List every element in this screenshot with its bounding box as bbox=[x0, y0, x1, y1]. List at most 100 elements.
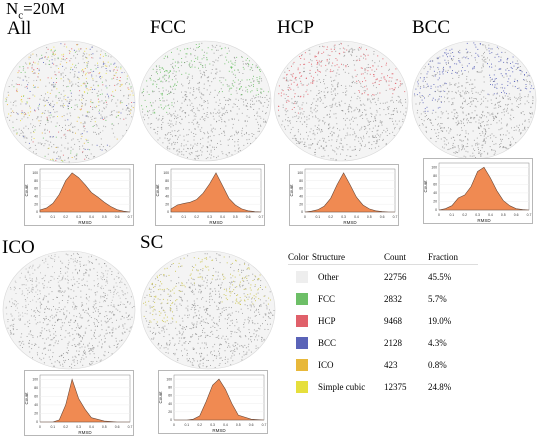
y-axis-label: Count bbox=[158, 391, 163, 404]
histogram-bcc: 0 0.1 0.2 0.3 0.4 0.5 0.6 0.7 0 20 40 60 80 100 RMSD Co… bbox=[423, 158, 533, 224]
x-tick-label: 0.5 bbox=[102, 425, 107, 429]
y-tick-label: 20 bbox=[433, 200, 437, 204]
x-tick-label: 0 bbox=[170, 215, 172, 219]
y-tick-label: 0 bbox=[36, 420, 38, 424]
y-axis-label: Count bbox=[289, 184, 294, 197]
x-tick-label: 0.6 bbox=[115, 425, 120, 429]
x-tick-label: 0.3 bbox=[76, 425, 81, 429]
color-swatch bbox=[296, 315, 308, 327]
y-tick-label: 80 bbox=[165, 179, 169, 183]
fraction-cell: 5.7% bbox=[428, 294, 447, 304]
x-tick-label: 0.1 bbox=[184, 423, 189, 427]
x-tick-label: 0.7 bbox=[393, 215, 398, 219]
x-tick-label: 0.2 bbox=[63, 425, 68, 429]
y-axis-label: Count bbox=[423, 180, 428, 193]
count-cell: 2832 bbox=[384, 294, 402, 304]
y-tick-label: 20 bbox=[165, 202, 169, 206]
x-tick-label: 0.7 bbox=[527, 213, 532, 217]
histogram-area bbox=[39, 172, 131, 213]
histogram-area bbox=[170, 172, 262, 213]
x-tick-label: 0.2 bbox=[63, 215, 68, 219]
y-tick-label: 40 bbox=[34, 195, 38, 199]
y-tick-label: 100 bbox=[431, 165, 437, 169]
x-tick-label: 0.1 bbox=[315, 215, 320, 219]
x-tick-label: 0.2 bbox=[328, 215, 333, 219]
figure-title: Nc=20M bbox=[6, 0, 65, 22]
x-tick-label: 0.5 bbox=[501, 213, 506, 217]
y-tick-label: 80 bbox=[433, 174, 437, 178]
structure-cell: ICO bbox=[318, 360, 334, 370]
y-axis-label: Count bbox=[155, 184, 160, 197]
x-tick-label: 0.6 bbox=[115, 215, 120, 219]
y-tick-label: 40 bbox=[299, 195, 303, 199]
x-tick-label: 0.5 bbox=[102, 215, 107, 219]
x-tick-label: 0.3 bbox=[210, 423, 215, 427]
x-tick-label: 0 bbox=[304, 215, 306, 219]
x-tick-label: 0.7 bbox=[128, 425, 133, 429]
panel-label-hcp: HCP bbox=[277, 17, 314, 38]
x-tick-label: 0.4 bbox=[220, 215, 225, 219]
sphere-fcc bbox=[138, 40, 272, 162]
structure-cell: FCC bbox=[318, 294, 336, 304]
y-tick-label: 100 bbox=[163, 171, 169, 175]
structure-cell: HCP bbox=[318, 316, 336, 326]
color-swatch bbox=[296, 381, 308, 393]
color-swatch bbox=[296, 293, 308, 305]
y-tick-label: 40 bbox=[165, 195, 169, 199]
panel-label-ico: ICO bbox=[2, 237, 35, 258]
x-tick-label: 0.1 bbox=[50, 425, 55, 429]
y-tick-label: 100 bbox=[32, 171, 38, 175]
x-tick-label: 0.2 bbox=[462, 213, 467, 217]
x-tick-label: 0.7 bbox=[262, 423, 267, 427]
count-cell: 22756 bbox=[384, 272, 407, 282]
x-tick-label: 0 bbox=[39, 215, 41, 219]
x-tick-label: 0.5 bbox=[367, 215, 372, 219]
fraction-cell: 45.5% bbox=[428, 272, 452, 282]
y-tick-label: 60 bbox=[34, 395, 38, 399]
histogram-ico: 0 0.1 0.2 0.3 0.4 0.5 0.6 0.7 0 20 40 60 80 100 RMSD Co… bbox=[24, 370, 134, 436]
panel-label-fcc: FCC bbox=[150, 17, 186, 38]
x-tick-label: 0.3 bbox=[475, 213, 480, 217]
histogram-sc: 0 0.1 0.2 0.3 0.4 0.5 0.6 0.7 0 20 40 60 80 100 RMSD Co… bbox=[158, 370, 268, 434]
y-tick-label: 40 bbox=[433, 191, 437, 195]
sphere-sc bbox=[140, 250, 276, 370]
y-tick-label: 0 bbox=[301, 210, 303, 214]
y-tick-label: 100 bbox=[297, 171, 303, 175]
x-tick-label: 0.6 bbox=[514, 213, 519, 217]
x-tick-label: 0.3 bbox=[207, 215, 212, 219]
header-fraction: Fraction bbox=[428, 252, 458, 262]
x-axis-label: RMSD bbox=[78, 220, 92, 225]
y-tick-label: 0 bbox=[36, 210, 38, 214]
panel-label-all: All bbox=[7, 18, 32, 39]
histogram-area bbox=[174, 378, 265, 421]
fraction-cell: 24.8% bbox=[428, 382, 452, 392]
x-tick-label: 0.5 bbox=[236, 423, 241, 427]
sphere-all bbox=[2, 40, 136, 164]
sphere-bcc bbox=[411, 40, 537, 160]
x-tick-label: 0 bbox=[173, 423, 175, 427]
table-row: Simple cubic 12375 24.8% bbox=[288, 376, 528, 398]
x-tick-label: 0.6 bbox=[249, 423, 254, 427]
x-tick-label: 0.7 bbox=[128, 215, 133, 219]
table-row: ICO 423 0.8% bbox=[288, 354, 528, 376]
header-color: Color bbox=[288, 252, 309, 262]
y-tick-label: 20 bbox=[34, 202, 38, 206]
x-axis-label: RMSD bbox=[343, 220, 357, 225]
fraction-cell: 19.0% bbox=[428, 316, 452, 326]
color-swatch bbox=[296, 271, 308, 283]
x-tick-label: 0.4 bbox=[89, 215, 94, 219]
x-tick-label: 0.1 bbox=[449, 213, 454, 217]
panel-label-bcc: BCC bbox=[412, 17, 451, 38]
x-tick-label: 0 bbox=[39, 425, 41, 429]
histogram-area bbox=[304, 172, 395, 213]
y-tick-label: 0 bbox=[435, 208, 437, 212]
x-tick-label: 0.2 bbox=[194, 215, 199, 219]
fraction-cell: 0.8% bbox=[428, 360, 447, 370]
color-swatch bbox=[296, 359, 308, 371]
y-tick-label: 20 bbox=[168, 410, 172, 414]
header-divider bbox=[288, 264, 478, 265]
count-cell: 12375 bbox=[384, 382, 407, 392]
table-row: FCC 2832 5.7% bbox=[288, 288, 528, 310]
table-row: Other 22756 45.5% bbox=[288, 266, 528, 288]
x-axis-label: RMSD bbox=[477, 218, 491, 223]
